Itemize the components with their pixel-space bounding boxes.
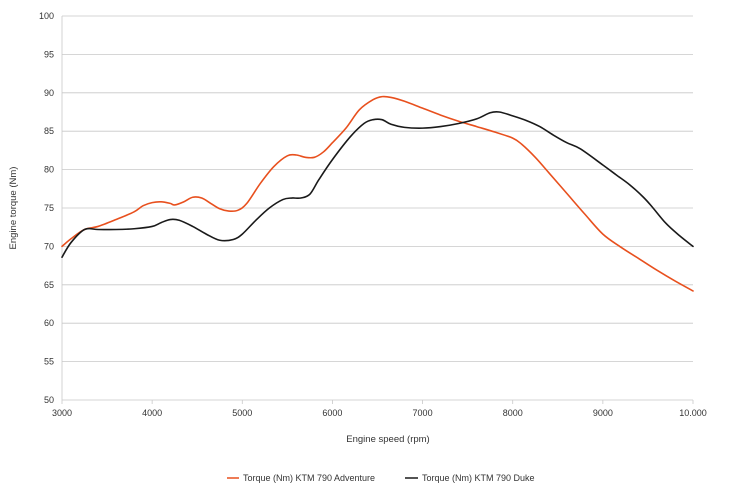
y-tick-label: 50 bbox=[44, 395, 54, 405]
y-tick-label: 95 bbox=[44, 49, 54, 59]
legend-label-adventure: Torque (Nm) KTM 790 Adventure bbox=[243, 473, 375, 483]
series-line-duke bbox=[61, 110, 694, 258]
y-tick-label: 85 bbox=[44, 126, 54, 136]
series-line-adventure bbox=[61, 95, 694, 292]
x-tick-label: 8000 bbox=[503, 408, 523, 418]
legend-label-duke: Torque (Nm) KTM 790 Duke bbox=[422, 473, 535, 483]
x-tick-label: 6000 bbox=[322, 408, 342, 418]
x-tick-label: 3000 bbox=[52, 408, 72, 418]
x-axis-ticks: 3000 4000 5000 6000 7000 8000 9000 10.000 bbox=[52, 400, 707, 418]
y-tick-label: 55 bbox=[44, 357, 54, 367]
x-tick-label: 10.000 bbox=[679, 408, 707, 418]
y-tick-label: 75 bbox=[44, 203, 54, 213]
y-axis-label: Engine torque (Nm) bbox=[8, 167, 19, 250]
y-tick-label: 65 bbox=[44, 280, 54, 290]
y-tick-label: 80 bbox=[44, 165, 54, 175]
y-tick-label: 90 bbox=[44, 88, 54, 98]
x-tick-label: 5000 bbox=[232, 408, 252, 418]
series-lines bbox=[61, 95, 694, 292]
x-axis-label: Engine speed (rpm) bbox=[346, 434, 429, 445]
x-tick-label: 7000 bbox=[413, 408, 433, 418]
y-axis-ticks: 50 55 60 65 70 75 80 85 90 95 100 bbox=[39, 11, 54, 405]
legend: Torque (Nm) KTM 790 Adventure Torque (Nm… bbox=[227, 473, 535, 483]
y-tick-label: 70 bbox=[44, 241, 54, 251]
y-tick-label: 100 bbox=[39, 11, 54, 21]
x-tick-label: 4000 bbox=[142, 408, 162, 418]
gridlines bbox=[61, 15, 693, 401]
x-tick-label: 9000 bbox=[593, 408, 613, 418]
y-tick-label: 60 bbox=[44, 318, 54, 328]
